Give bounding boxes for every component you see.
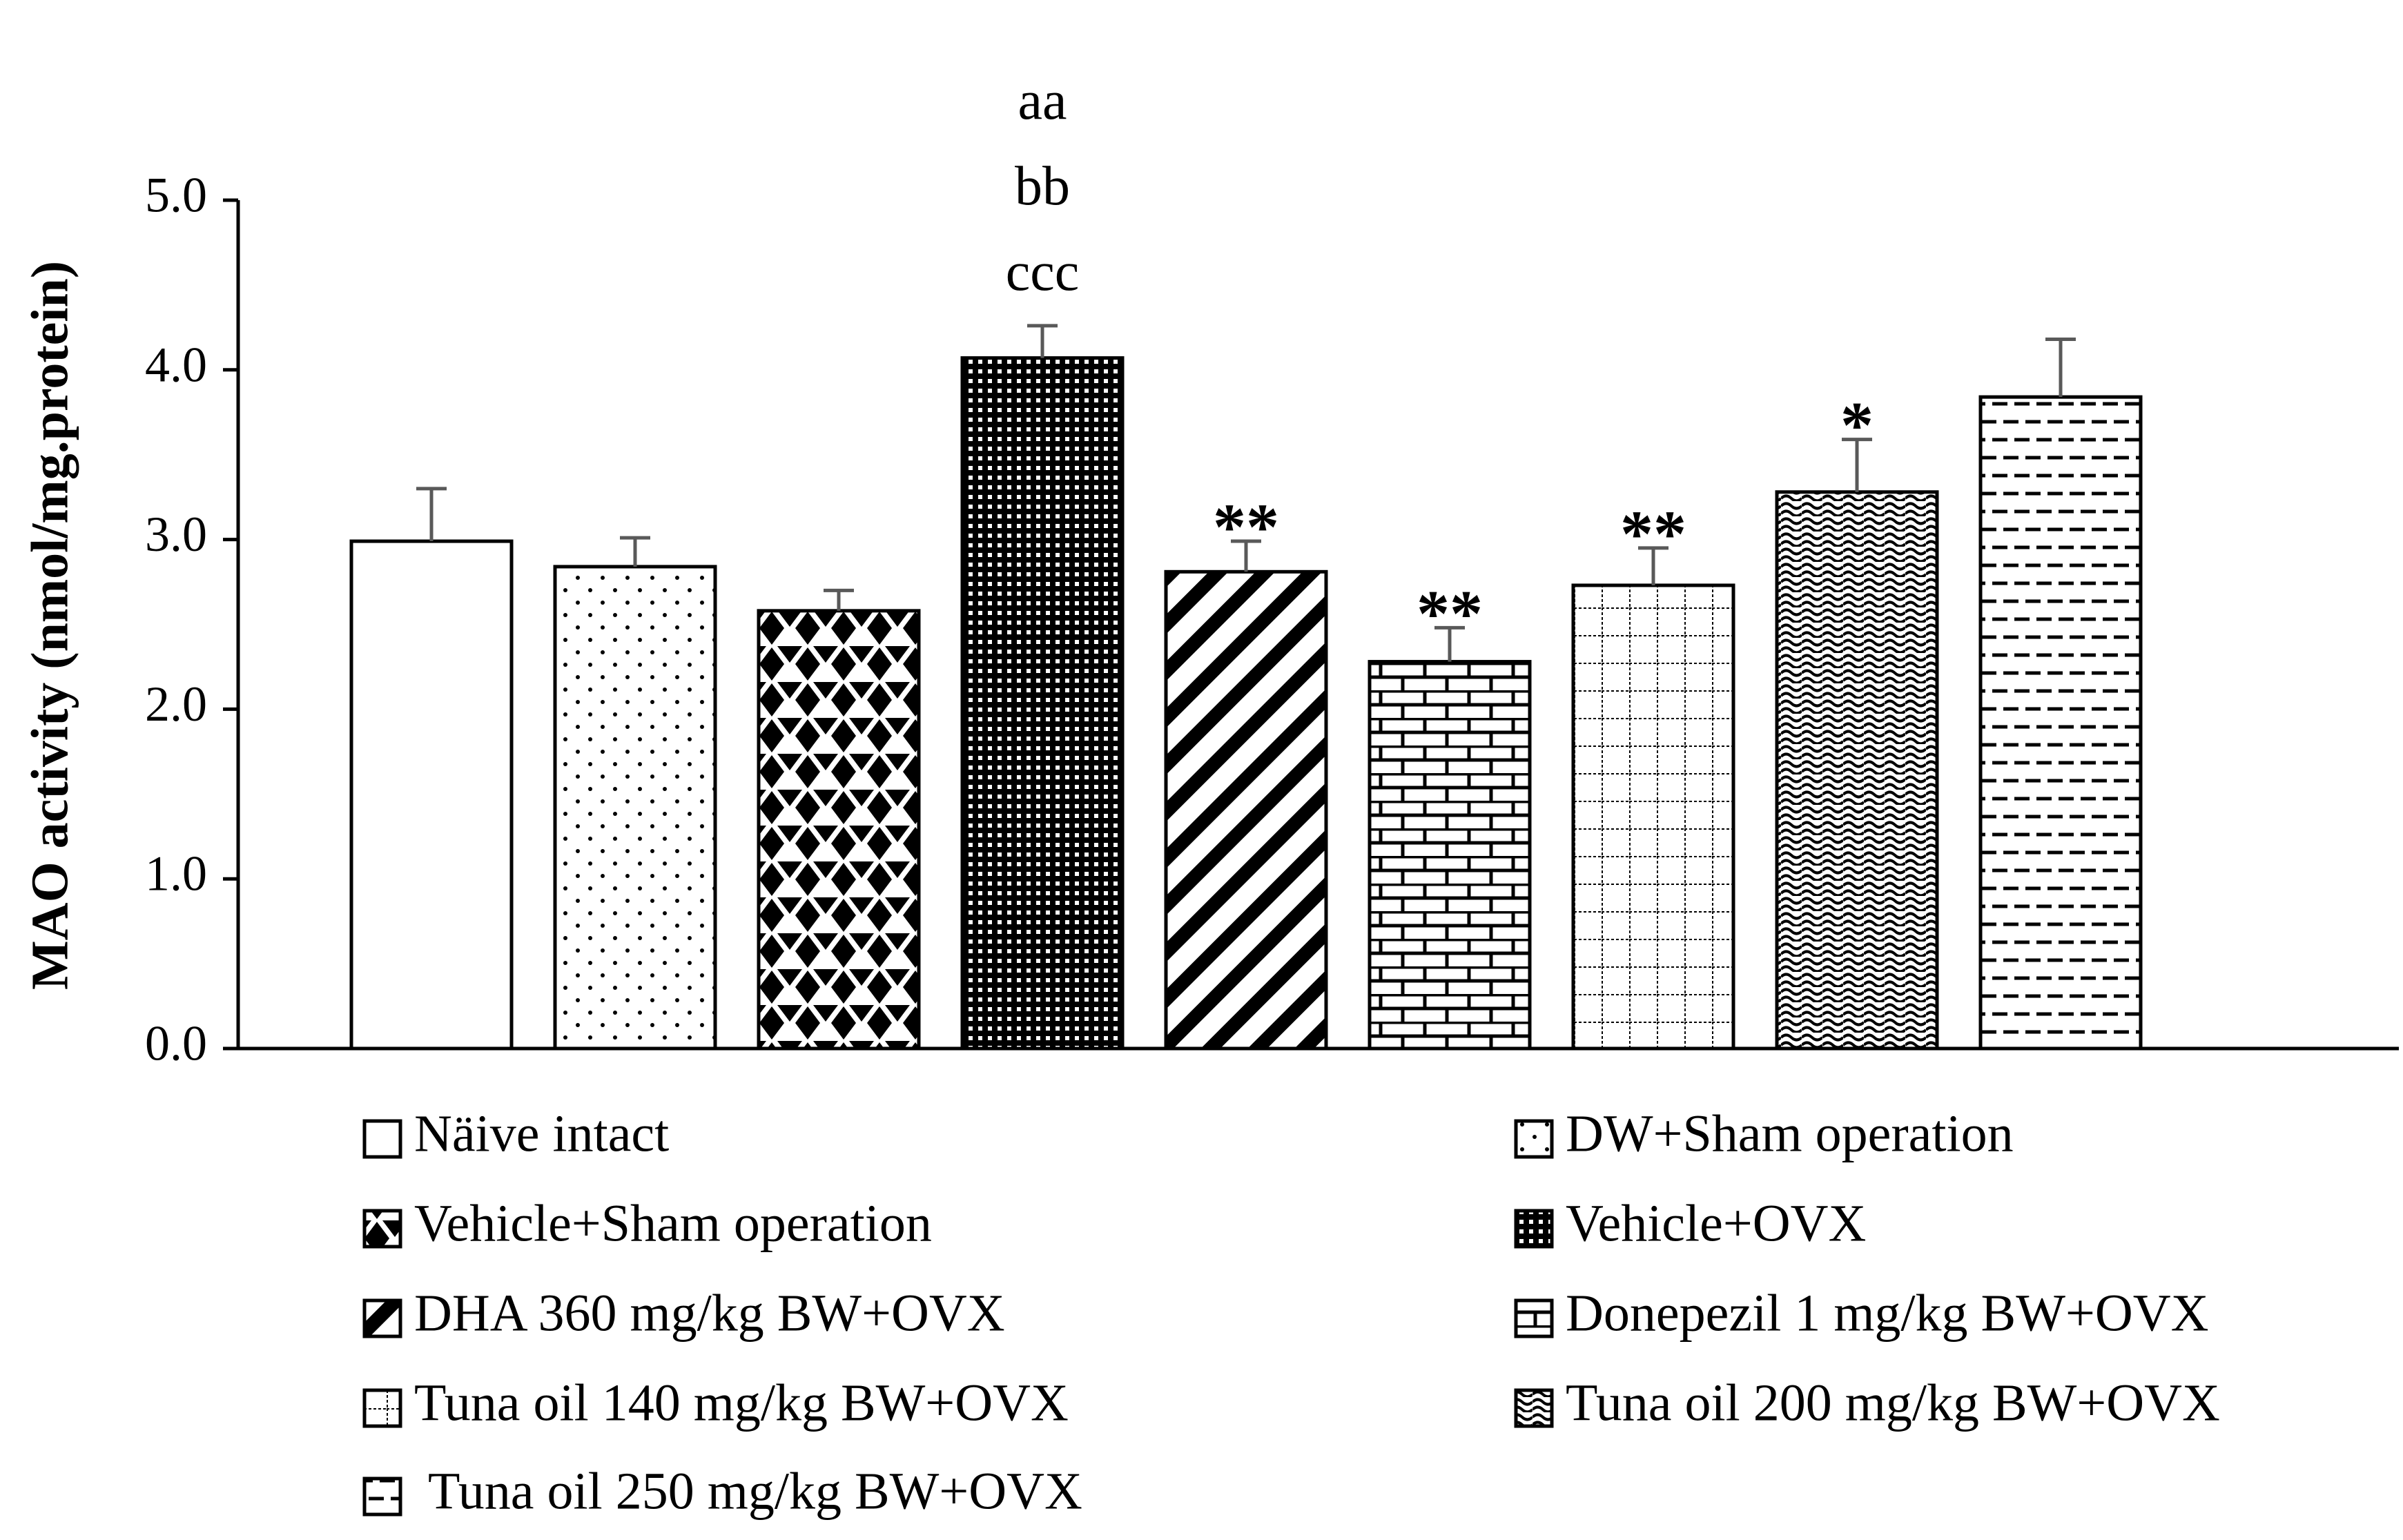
significance-label: **	[1417, 576, 1483, 650]
legend-label-8: Tuna oil 200 mg/kg BW+OVX	[1566, 1374, 2220, 1432]
legend-label-4: Vehicle+OVX	[1566, 1194, 1866, 1252]
legend-swatch-1	[362, 1119, 402, 1159]
bar-8	[1775, 490, 1939, 1051]
bar-9	[1978, 395, 2143, 1051]
bar-7	[1571, 583, 1735, 1051]
y-tick-label: 4.0	[145, 337, 207, 392]
y-tick-label: 1.0	[145, 846, 207, 901]
legend-label-6: Donepezil 1 mg/kg BW+OVX	[1566, 1284, 2208, 1342]
y-tick-label: 5.0	[145, 168, 207, 223]
bars	[349, 324, 2143, 1051]
legend-swatch-7	[362, 1388, 402, 1428]
bar-2	[553, 565, 717, 1051]
significance-label: **	[1213, 490, 1279, 564]
legend-label-1: Näive intact	[414, 1104, 669, 1162]
y-axis-title: MAO activity (nmol/mg.protein)	[21, 261, 79, 990]
significance-label: bb	[1015, 156, 1070, 217]
legend: Näive intact DW+Sham operation Vehicle+Sha…	[362, 1104, 2220, 1520]
bar-4	[960, 356, 1125, 1051]
legend-swatch-6	[1514, 1298, 1554, 1338]
y-tick-label: 0.0	[145, 1016, 207, 1071]
legend-label-9: Tuna oil 250 mg/kg BW+OVX	[428, 1462, 1082, 1520]
legend-swatch-2	[1514, 1119, 1554, 1159]
significance-label: **	[1620, 497, 1686, 571]
significance-label: aa	[1018, 70, 1067, 131]
legend-swatch-3	[362, 1209, 402, 1249]
legend-swatch-4	[1514, 1209, 1554, 1249]
legend-label-3: Vehicle+Sham operation	[414, 1194, 932, 1252]
bar-5	[1164, 569, 1328, 1051]
bar-1	[349, 539, 514, 1051]
legend-label-2: DW+Sham operation	[1566, 1104, 2014, 1162]
legend-label-5: DHA 360 mg/kg BW+OVX	[414, 1284, 1005, 1342]
legend-swatch-5	[362, 1298, 402, 1338]
significance-label: ccc	[1006, 242, 1080, 302]
legend-swatch-9	[362, 1476, 402, 1517]
legend-swatch-8	[1514, 1388, 1554, 1428]
legend-label-7: Tuna oil 140 mg/kg BW+OVX	[414, 1374, 1069, 1432]
axes: 0.0 1.0 2.0 3.0 4.0 5.0 MAO activity (nmol/mg…	[21, 168, 2399, 1071]
significance-label: *	[1840, 389, 1874, 462]
bar-6	[1368, 660, 1532, 1051]
bar-3	[757, 609, 921, 1051]
y-tick-label: 3.0	[145, 507, 207, 562]
y-tick-label: 2.0	[145, 676, 207, 732]
